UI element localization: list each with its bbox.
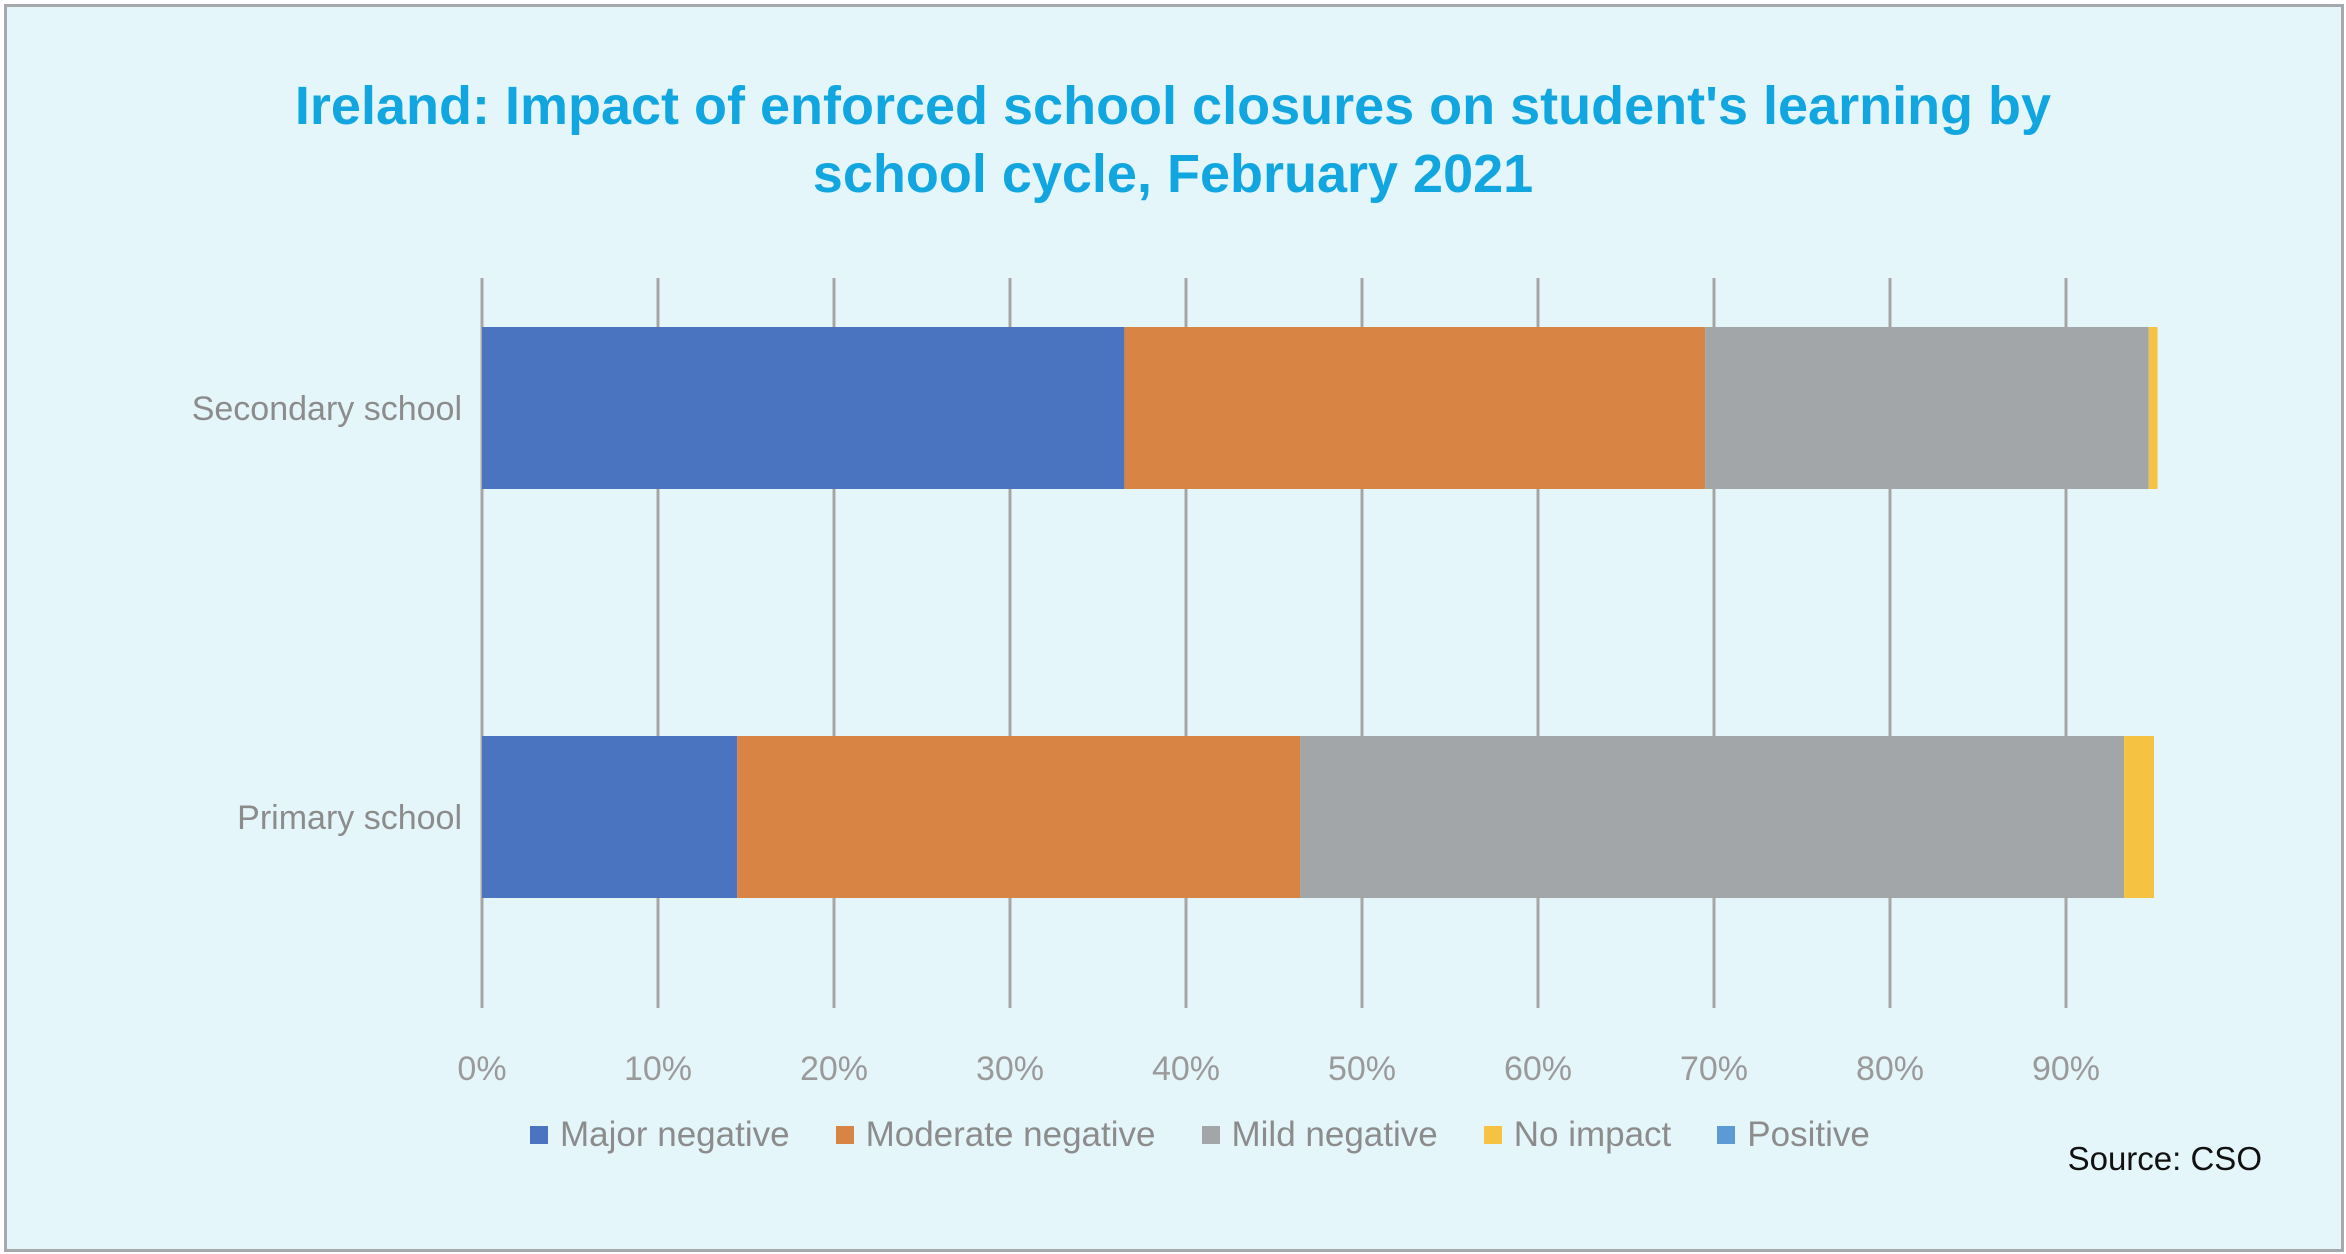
x-tick-label: 20% <box>800 1050 868 1088</box>
bar-secondary-school-major-negative <box>482 327 1125 489</box>
bar-secondary-school-no-impact <box>2148 327 2158 489</box>
legend-item-positive: Positive <box>1717 1115 1870 1155</box>
legend-item-moderate-negative: Moderate negative <box>835 1115 1156 1155</box>
category-label: Secondary school <box>192 390 462 428</box>
x-tick-label: 30% <box>976 1050 1044 1088</box>
bar-primary-school-moderate-negative <box>737 736 1301 898</box>
legend-swatch <box>1201 1126 1220 1144</box>
chart-title-line-2: school cycle, February 2021 <box>812 144 1534 204</box>
chart-title-line-1: Ireland: Impact of enforced school closu… <box>294 76 2052 136</box>
legend-item-major-negative: Major negative <box>530 1115 790 1155</box>
legend-label: Positive <box>1747 1115 1870 1154</box>
x-tick-label: 40% <box>1152 1050 1220 1088</box>
legend-item-mild-negative: Mild negative <box>1201 1115 1438 1155</box>
x-tick-label: 10% <box>624 1050 692 1088</box>
x-tick-label: 80% <box>1856 1050 1924 1088</box>
x-tick-label: 60% <box>1504 1050 1572 1088</box>
x-tick-label: 50% <box>1328 1050 1396 1088</box>
legend-swatch <box>835 1126 854 1144</box>
legend-label: Mild negative <box>1231 1115 1438 1154</box>
x-tick-label: 0% <box>457 1050 506 1088</box>
x-tick-label: 70% <box>1680 1050 1748 1088</box>
legend-swatch <box>530 1126 548 1144</box>
legend-label: Major negative <box>560 1115 790 1154</box>
bar-primary-school-mild-negative <box>1300 736 2125 898</box>
bar-primary-school-no-impact <box>2124 736 2154 898</box>
legend-swatch <box>1717 1126 1736 1144</box>
legend-label: Moderate negative <box>865 1115 1156 1154</box>
legend-label: No impact <box>1513 1115 1672 1154</box>
bar-secondary-school-mild-negative <box>1705 327 2149 489</box>
legend-item-no-impact: No impact <box>1483 1115 1672 1155</box>
bar-primary-school-major-negative <box>482 736 738 898</box>
source-note: Source: CSO <box>2067 1140 2262 1177</box>
x-tick-label: 90% <box>2032 1050 2100 1088</box>
category-label: Primary school <box>237 799 462 837</box>
chart-title: Ireland: Impact of enforced school closu… <box>0 72 2346 208</box>
chart-legend: Major negative Moderate negative Mild nega… <box>530 1115 1916 1155</box>
bar-secondary-school-moderate-negative <box>1124 327 1706 489</box>
legend-swatch <box>1483 1126 1502 1144</box>
chart-frame <box>4 4 2344 1252</box>
